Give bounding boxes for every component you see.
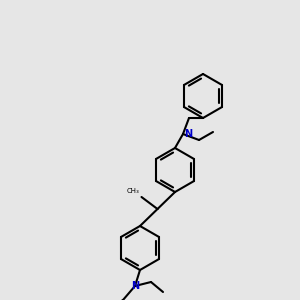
Text: N: N [131, 281, 139, 291]
Text: CH₃: CH₃ [127, 188, 140, 194]
Text: N: N [184, 129, 192, 139]
